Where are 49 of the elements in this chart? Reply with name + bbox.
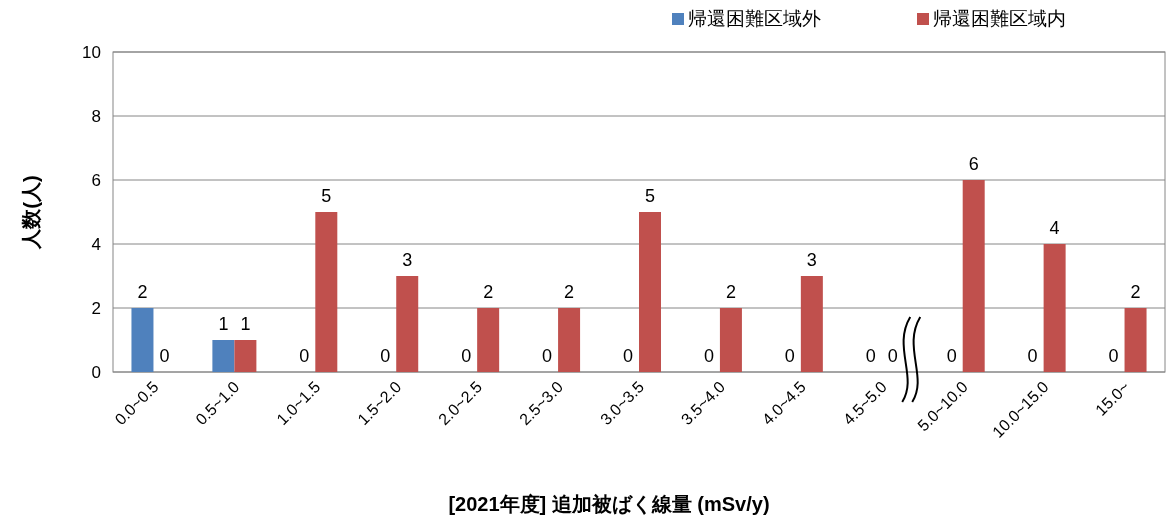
- data-label: 0: [946, 346, 957, 366]
- data-label: 0: [703, 346, 714, 366]
- data-label: 0: [887, 346, 898, 366]
- bar: [800, 276, 823, 372]
- y-tick-label: 8: [91, 107, 101, 126]
- legend-label: 帰還困難区域内: [933, 8, 1066, 29]
- data-label: 0: [159, 346, 170, 366]
- data-label: 0: [380, 346, 391, 366]
- data-label: 0: [1027, 346, 1038, 366]
- data-label: 3: [402, 250, 413, 270]
- data-label: 5: [644, 186, 656, 206]
- y-tick-label: 6: [91, 171, 101, 190]
- y-axis-title: 人数(人): [20, 175, 42, 250]
- data-label: 4: [1049, 218, 1060, 238]
- data-label: 0: [784, 346, 795, 366]
- data-label: 0: [542, 346, 553, 366]
- bar: [962, 180, 985, 372]
- data-label: 2: [1130, 282, 1141, 302]
- bar: [1124, 308, 1147, 372]
- data-label: 5: [321, 186, 332, 206]
- data-label: 0: [461, 346, 472, 366]
- bar: [234, 340, 257, 372]
- data-label: 3: [806, 250, 817, 270]
- bar: [719, 308, 742, 372]
- bar: [558, 308, 581, 372]
- y-tick-label: 4: [91, 235, 101, 254]
- bar: [212, 340, 235, 372]
- bar: [477, 308, 500, 372]
- y-tick-label: 0: [91, 363, 101, 382]
- data-label: 0: [865, 346, 876, 366]
- data-label: 0: [1108, 346, 1119, 366]
- bar: [1043, 244, 1066, 372]
- data-label: 0: [299, 346, 310, 366]
- data-label: 2: [725, 282, 736, 302]
- bar: [315, 212, 338, 372]
- data-label: 0: [622, 346, 634, 366]
- bar: [639, 212, 661, 372]
- data-label: 2: [564, 282, 575, 302]
- data-label: 2: [137, 282, 148, 302]
- x-axis-title: [2021年度] 追加被ばく線量 (mSv/y): [448, 493, 770, 515]
- y-tick-label: 10: [82, 43, 101, 62]
- data-label: 1: [240, 314, 251, 334]
- data-label: 2: [483, 282, 494, 302]
- bar: [396, 276, 419, 372]
- data-label: 1: [218, 314, 229, 334]
- legend-label: 帰還困難区域外: [688, 8, 821, 29]
- bar: [131, 308, 154, 372]
- data-label: 6: [968, 154, 979, 174]
- y-tick-label: 2: [91, 299, 101, 318]
